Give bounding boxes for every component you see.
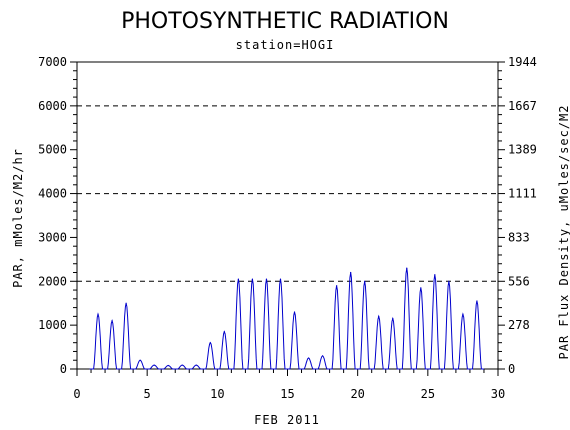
x-tick-label: 15 [280,387,294,401]
x-tick-label: 25 [421,387,435,401]
daily-peak-point [125,302,127,304]
daily-peak-point [392,317,394,320]
y2-tick-label: 1667 [508,99,537,113]
y-tick-label: 4000 [38,187,67,201]
daily-peak-point [139,359,141,361]
x-axis-label: FEB 2011 [254,413,320,427]
y2-tick-label: 1389 [508,143,537,157]
x-tick-label: 10 [210,387,224,401]
daily-peak-point [111,320,113,322]
x-tick-label: 30 [491,387,505,401]
y-tick-label: 0 [60,362,67,376]
daily-peak-point [434,274,436,276]
daily-peak-point [279,278,282,280]
axes: 0 5 10 15 20 25 300100020003000400050006000700… [38,55,537,401]
daily-peak-point [195,364,197,366]
daily-peak-point [307,357,310,359]
x-tick-label: 5 [144,387,151,401]
daily-peak-point [97,313,99,315]
daily-peak-point [153,364,155,366]
daily-peak-point [350,271,352,274]
daily-peak-point [321,355,324,357]
y2-axis-label: PAR Flux Density, uMoles/sec/M2 [557,105,570,360]
daily-peak-point [265,278,268,280]
par-series [89,267,484,370]
gridlines [77,105,498,282]
y2-tick-label: 0 [508,362,515,376]
daily-peak-point [462,313,464,315]
daily-peak-point [378,315,380,317]
y-tick-label: 7000 [38,55,67,69]
y-axis-label: PAR, mMoles/M2/hr [11,148,25,288]
plot-frame [76,61,499,370]
daily-peak-point [209,342,211,344]
y-tick-label: 2000 [38,274,67,288]
daily-peak-point [476,300,478,302]
x-tick-label: 20 [350,387,364,401]
daily-peak-point [364,280,366,282]
y2-tick-label: 1944 [508,55,537,69]
y-tick-label: 1000 [38,318,67,332]
y-tick-label: 3000 [38,230,67,244]
daily-peak-point [336,285,338,287]
daily-peak-point [223,331,225,333]
daily-peak-point [406,267,408,269]
y-tick-label: 6000 [38,99,67,113]
y2-tick-label: 1111 [508,187,537,201]
chart-title: PHOTOSYNTHETIC RADIATION [121,9,449,34]
chart-subtitle: station=HOGI [236,38,335,52]
daily-peak-point [251,278,254,280]
par-line [89,268,484,370]
y2-tick-label: 833 [508,230,530,244]
x-tick-label: 0 [73,387,80,401]
daily-peak-point [420,287,422,289]
daily-peak-point [448,280,450,282]
daily-peak-point [293,311,296,313]
y-tick-label: 5000 [38,143,67,157]
y2-tick-label: 556 [508,274,530,288]
y2-tick-label: 278 [508,318,530,332]
daily-peak-point [167,364,169,367]
daily-peak-point [181,364,183,366]
daily-peak-point [237,278,239,280]
